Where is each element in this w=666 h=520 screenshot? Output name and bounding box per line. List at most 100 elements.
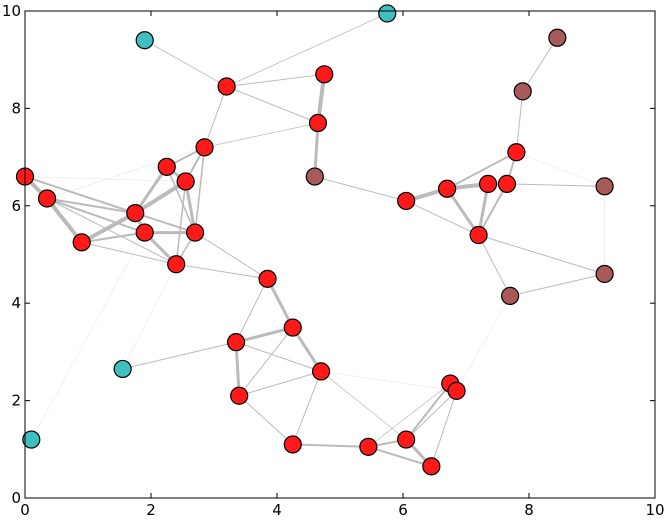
graph-node-red [308,113,328,133]
graph-edge [368,383,451,448]
graph-edge [238,327,294,397]
graph-edge [46,197,177,265]
x-tick-label: 4 [272,501,282,519]
graph-node-brown [501,286,520,305]
graph-edge [516,152,605,187]
graph-node-red [438,179,457,198]
graph-edge [405,390,458,441]
graph-node-red [226,333,246,352]
graph-edge [144,39,228,87]
graph-node-red [447,381,466,400]
graph-node-red [497,174,517,193]
graph-edge [79,211,138,245]
graph-edge [478,234,606,275]
graph-node-red [258,269,277,288]
graph-node-red [195,138,214,157]
graph-node-brown [595,264,614,284]
x-tick-label: 2 [146,501,156,519]
graph-node-red [312,362,331,381]
graph-edge [80,231,146,244]
graph-edge [515,90,524,153]
graph-node-red [469,225,488,245]
graph-edge [430,390,458,467]
graph-node-teal [113,359,132,379]
graph-edge [194,146,206,234]
graph-edge [31,232,145,440]
graph-edge [291,443,370,448]
graph-edge [45,196,84,245]
graph-edge [175,180,187,265]
y-tick-label: 2 [11,392,21,410]
graph-edge [226,73,325,87]
graph-edge [238,370,322,397]
graph-edge [226,85,319,124]
graph-edge [320,371,457,392]
graph-edge [24,176,186,182]
graph-edge [314,176,407,202]
graph-edge [24,176,196,234]
graph-edge [235,341,322,372]
graph-edge [292,370,322,445]
graph-edge [133,165,169,215]
graph-edge [266,277,295,330]
graph-edge [506,183,606,187]
graph-node-red [72,233,91,252]
graph-edge [175,263,269,280]
graph-node-teal [378,4,397,23]
graph-edge [204,122,319,148]
graph-edge [405,382,452,441]
y-tick-label: 6 [11,197,21,215]
graph-edge [445,187,481,237]
graph-node-teal [22,430,41,449]
y-axis-tick-labels: 0 2 4 6 8 10 [2,2,21,507]
plot-area-frame [24,10,656,499]
graph-edge [122,341,237,370]
x-axis-tick-labels: 0 2 4 6 8 10 [20,501,664,519]
graph-node-red [283,435,302,454]
graph-edge [81,241,177,265]
graph-node-teal [135,31,154,50]
graph-node-brown [548,28,567,47]
graph-node-red [126,204,145,223]
graph-node-red [315,65,334,84]
y-tick-label: 10 [2,2,21,20]
graph-node-red [507,143,526,162]
edges-layer [23,13,606,468]
graph-node-red [283,318,302,337]
x-tick-label: 8 [524,501,534,519]
graph-edge [133,179,188,216]
axis-ticks [24,10,656,499]
graph-edge [46,147,205,199]
graph-edge [234,326,295,344]
graph-node-red [397,191,416,211]
graph-node-brown [513,82,532,101]
graph-node-red [135,223,154,242]
x-tick-label: 10 [645,501,664,519]
graph-node-red [186,223,205,242]
y-tick-label: 8 [11,99,21,117]
graph-node-red [157,157,176,176]
graph-edge [194,232,269,280]
graph-edge [320,371,407,440]
graph-edge [405,200,480,236]
graph-edge [238,395,294,445]
graph-edge [46,197,146,234]
graph-edge [235,278,269,343]
graph-edge [446,151,518,190]
graph-node-red [217,77,236,96]
graph-node-red [167,255,186,274]
graph-node-red [422,457,441,476]
graph-edge [46,197,137,215]
graph-node-red [397,430,416,449]
y-tick-label: 4 [11,294,21,312]
graph-edge [166,166,196,234]
graph-edge [456,295,511,392]
graph-edge [477,182,508,237]
graph-node-red [359,437,378,456]
graph-edge [478,234,511,297]
graph-node-red [176,172,195,191]
graph-edge [509,273,606,297]
graph-edge [522,37,558,92]
graph-node-red [478,174,498,193]
